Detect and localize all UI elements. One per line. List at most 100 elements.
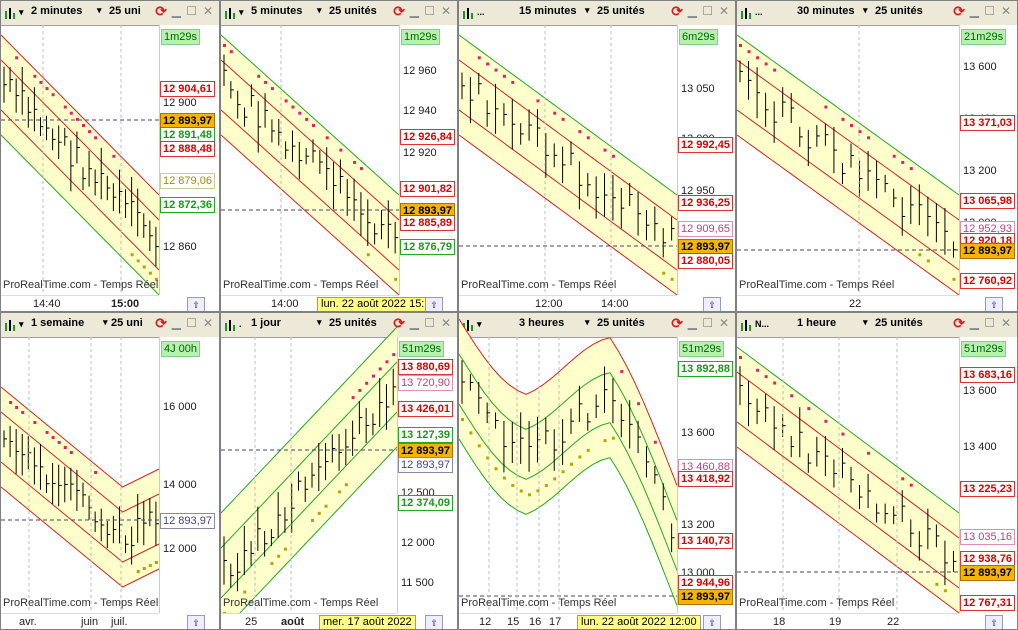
menu-dropdown[interactable]: N... (755, 319, 770, 329)
price-axis[interactable] (159, 337, 219, 613)
close-icon[interactable]: ✕ (1000, 316, 1011, 330)
chart-panel-p6[interactable]: . 1 jour ▾ 25 unités ⟳ ▁ ☐ ✕ 51m29s 12 500… (220, 312, 458, 630)
chart-settings-icon[interactable]: ⇧ (187, 615, 205, 629)
minimize-icon[interactable]: ▁ (171, 316, 181, 330)
close-icon[interactable]: ✕ (202, 316, 213, 330)
chart-settings-icon[interactable]: ⇧ (187, 297, 205, 311)
chart-panel-p2[interactable]: ▾ 5 minutes ▾ 25 unités ⟳ ▁ ☐ ✕ 1m29s 12 9… (220, 0, 458, 312)
units-select[interactable]: 25 uni (111, 317, 143, 329)
refresh-icon[interactable]: ⟳ (393, 315, 405, 331)
timeframe-select[interactable]: 30 minutes (797, 5, 855, 17)
chevron-down-icon[interactable]: ▾ (863, 5, 868, 15)
candlestick-icon[interactable] (462, 7, 474, 19)
refresh-icon[interactable]: ⟳ (155, 3, 167, 19)
chart-settings-icon[interactable]: ⇧ (703, 297, 721, 311)
menu-dropdown[interactable]: ▾ (19, 7, 24, 17)
units-select[interactable]: 25 unités (875, 317, 923, 329)
minimize-icon[interactable]: ▁ (409, 4, 419, 18)
timeframe-select[interactable]: 2 minutes (31, 5, 83, 17)
menu-dropdown[interactable]: . (239, 319, 242, 329)
candlestick-icon[interactable] (4, 319, 16, 331)
chart-panel-p3[interactable]: ... 15 minutes ▾ 25 unités ⟳ ▁ ☐ ✕ 6m29s 1… (458, 0, 736, 312)
price-axis[interactable] (159, 25, 219, 295)
timeframe-select[interactable]: 15 minutes (519, 5, 577, 17)
maximize-icon[interactable]: ☐ (424, 316, 435, 330)
units-select[interactable]: 25 uni (109, 5, 141, 17)
close-icon[interactable]: ✕ (718, 4, 729, 18)
units-select[interactable]: 25 unités (875, 5, 923, 17)
minimize-icon[interactable]: ▁ (409, 316, 419, 330)
chart-panel-p5[interactable]: ▾ 1 semaine ▾ 25 uni ⟳ ▁ ☐ ✕ 4J 00h 16 000… (0, 312, 220, 630)
menu-dropdown[interactable]: ▾ (19, 319, 24, 329)
chevron-down-icon[interactable]: ▾ (317, 5, 322, 15)
refresh-icon[interactable]: ⟳ (671, 315, 683, 331)
maximize-icon[interactable]: ☐ (984, 316, 995, 330)
units-select[interactable]: 25 unités (329, 317, 377, 329)
menu-dropdown[interactable]: ... (755, 7, 763, 17)
candlestick-icon[interactable] (4, 7, 16, 19)
close-icon[interactable]: ✕ (718, 316, 729, 330)
close-icon[interactable]: ✕ (440, 316, 451, 330)
price-chart[interactable] (737, 1, 1018, 312)
chevron-down-icon[interactable]: ▾ (585, 5, 590, 15)
refresh-icon[interactable]: ⟳ (671, 3, 683, 19)
time-axis[interactable]: 18 19 22 (737, 613, 959, 629)
chart-settings-icon[interactable]: ⇧ (703, 615, 721, 629)
chevron-down-icon[interactable]: ▾ (97, 5, 102, 15)
maximize-icon[interactable]: ☐ (186, 316, 197, 330)
candlestick-icon[interactable] (224, 319, 236, 331)
candlestick-icon[interactable] (224, 7, 236, 19)
refresh-icon[interactable]: ⟳ (393, 3, 405, 19)
units-select[interactable]: 25 unités (329, 5, 377, 17)
price-chart[interactable] (1, 313, 220, 630)
time-axis[interactable]: 22 (737, 295, 959, 311)
chart-settings-icon[interactable]: ⇧ (425, 297, 443, 311)
timeframe-select[interactable]: 1 heure (797, 317, 837, 329)
maximize-icon[interactable]: ☐ (702, 316, 713, 330)
maximize-icon[interactable]: ☐ (702, 4, 713, 18)
timeframe-select[interactable]: 3 heures (519, 317, 565, 329)
time-axis[interactable]: 12:00 14:00 (459, 295, 677, 311)
chevron-down-icon[interactable]: ▾ (863, 317, 868, 327)
chart-settings-icon[interactable]: ⇧ (985, 297, 1003, 311)
price-chart[interactable] (737, 313, 1018, 630)
price-chart[interactable] (221, 1, 458, 312)
units-select[interactable]: 25 unités (597, 317, 645, 329)
minimize-icon[interactable]: ▁ (969, 316, 979, 330)
minimize-icon[interactable]: ▁ (969, 4, 979, 18)
menu-dropdown[interactable]: ▾ (477, 319, 482, 329)
price-chart[interactable] (221, 313, 458, 630)
chart-settings-icon[interactable]: ⇧ (985, 615, 1003, 629)
timeframe-select[interactable]: 5 minutes (251, 5, 303, 17)
chart-panel-p7[interactable]: ▾ 3 heures ▾ 25 unités ⟳ ▁ ☐ ✕ 51m29s 13 6… (458, 312, 736, 630)
maximize-icon[interactable]: ☐ (984, 4, 995, 18)
maximize-icon[interactable]: ☐ (186, 4, 197, 18)
chart-settings-icon[interactable]: ⇧ (425, 615, 443, 629)
chart-panel-p1[interactable]: ▾ 2 minutes ▾ 25 uni ⟳ ▁ ☐ ✕ 1m29s 12 900 1… (0, 0, 220, 312)
time-axis[interactable]: avr. juin juil. (1, 613, 159, 629)
refresh-icon[interactable]: ⟳ (155, 315, 167, 331)
chevron-down-icon[interactable]: ▾ (585, 317, 590, 327)
chart-panel-p4[interactable]: ... 30 minutes ▾ 25 unités ⟳ ▁ ☐ ✕ 21m29s… (736, 0, 1018, 312)
timeframe-select[interactable]: 1 semaine (31, 317, 85, 329)
close-icon[interactable]: ✕ (440, 4, 451, 18)
minimize-icon[interactable]: ▁ (171, 4, 181, 18)
close-icon[interactable]: ✕ (202, 4, 213, 18)
price-chart[interactable] (1, 1, 220, 312)
timeframe-select[interactable]: 1 jour (251, 317, 281, 329)
menu-dropdown[interactable]: ▾ (239, 7, 244, 17)
price-chart[interactable] (459, 1, 736, 312)
refresh-icon[interactable]: ⟳ (953, 3, 965, 19)
menu-dropdown[interactable]: ... (477, 7, 485, 17)
units-select[interactable]: 25 unités (597, 5, 645, 17)
time-axis[interactable]: 14:40 15:00 (1, 295, 159, 311)
candlestick-icon[interactable] (740, 7, 752, 19)
chart-panel-p8[interactable]: N... 1 heure ▾ 25 unités ⟳ ▁ ☐ ✕ 51m29s 13… (736, 312, 1018, 630)
minimize-icon[interactable]: ▁ (687, 4, 697, 18)
price-chart[interactable] (459, 313, 736, 630)
minimize-icon[interactable]: ▁ (687, 316, 697, 330)
candlestick-icon[interactable] (740, 319, 752, 331)
chevron-down-icon[interactable]: ▾ (317, 317, 322, 327)
refresh-icon[interactable]: ⟳ (953, 315, 965, 331)
chevron-down-icon[interactable]: ▾ (103, 317, 108, 327)
